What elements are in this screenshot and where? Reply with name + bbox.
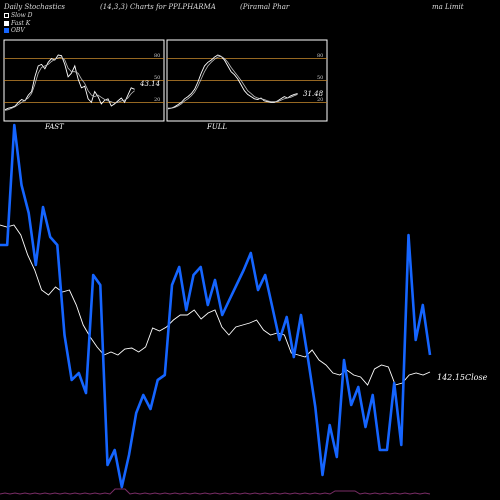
legend-label-fast-k: Fast K [11,19,31,27]
legend-label-obv: OBV [11,27,25,34]
legend-swatch-obv [4,28,9,34]
legend-item-fast-k: Fast K [4,20,33,28]
obv-baseline-volume [0,488,431,495]
legend-item-slow-d: Slow D [4,12,33,20]
full-panel-label: FULL [206,123,227,131]
chart-title: Daily Stochastics [4,3,66,11]
legend-swatch-slow-d [4,13,9,19]
fast-level-label-50: 50 [154,75,160,81]
legend: Slow D Fast K OBV [4,12,33,35]
series-close [0,224,431,386]
close-unit: Close [465,373,488,382]
legend-item-obv: OBV [4,27,33,35]
fast-stochastic-panel: 20 50 80 43.14 FAST [3,39,165,131]
legend-label-slow-d: Slow D [11,12,33,19]
company-name-part-2: ma Limit [432,3,464,11]
fast-series-fast-k [4,54,135,111]
full-last-value-label: 31.48 [303,90,324,98]
fast-panel-label: FAST [44,123,65,131]
fast-last-value-label: 43.14 [139,80,160,88]
full-level-label-50: 50 [317,75,323,81]
chart-params: (14,3,3) Charts for PPLPHARMA [100,3,216,11]
fast-level-label-80: 80 [154,53,160,59]
close-value-label: 142.15Close [437,373,488,382]
full-series-slow-d [167,55,298,110]
series-obv [0,123,432,489]
company-name-part-1: (Piramal Phar [240,3,290,11]
close-value: 142.15 [437,373,465,382]
full-level-label-20: 20 [317,97,323,103]
fast-level-label-20: 20 [154,97,160,103]
full-level-label-80: 80 [317,53,323,59]
full-stochastic-panel: 20 50 80 31.48 FULL [166,39,328,131]
legend-swatch-fast-k [4,20,9,26]
fast-series-slow-d [4,56,135,111]
price-obv-panel: 142.15Close [0,123,488,495]
